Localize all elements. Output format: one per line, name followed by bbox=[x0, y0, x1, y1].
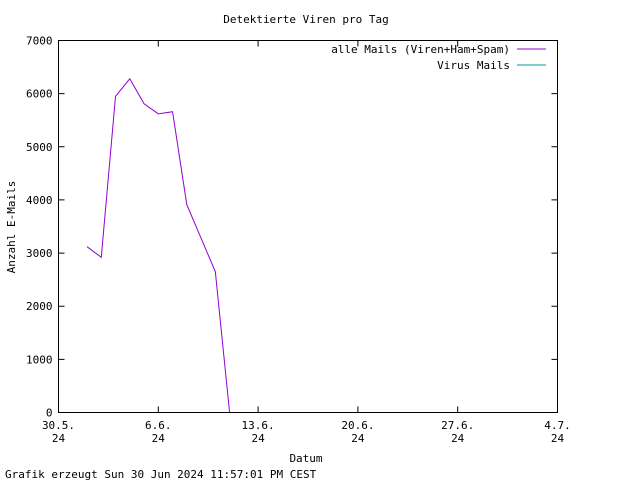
series-line bbox=[86, 77, 231, 413]
x-tick-label: 6.6. 24 bbox=[145, 419, 172, 445]
y-tick-label: 6000 bbox=[26, 88, 53, 101]
x-tick-label: 30.5. 24 bbox=[42, 419, 75, 445]
legend-label: Virus Mails bbox=[437, 59, 510, 72]
x-tick-label: 13.6. 24 bbox=[242, 419, 275, 445]
y-axis-label: Anzahl E-Mails bbox=[5, 181, 18, 274]
x-tick-label: 27.6. 24 bbox=[441, 419, 474, 445]
y-tick-label: 2000 bbox=[26, 300, 53, 313]
x-tick-label: 20.6. 24 bbox=[341, 419, 374, 445]
y-tick-label: 3000 bbox=[26, 247, 53, 260]
y-tick-label: 1000 bbox=[26, 353, 53, 366]
y-tick-label: 4000 bbox=[26, 194, 53, 207]
y-tick-label: 7000 bbox=[26, 35, 53, 48]
footer: Grafik erzeugt Sun 30 Jun 2024 11:57:01 … bbox=[5, 468, 317, 480]
legend-label: alle Mails (Viren+Ham+Spam) bbox=[331, 43, 510, 56]
x-tick-label: 4.7. 24 bbox=[544, 419, 571, 445]
y-tick-label: 0 bbox=[46, 407, 53, 420]
x-axis-label: Datum bbox=[289, 452, 322, 465]
y-tick-label: 5000 bbox=[26, 141, 53, 154]
chart-title: Detektierte Viren pro Tag bbox=[223, 13, 389, 26]
plot-frame bbox=[58, 40, 558, 413]
